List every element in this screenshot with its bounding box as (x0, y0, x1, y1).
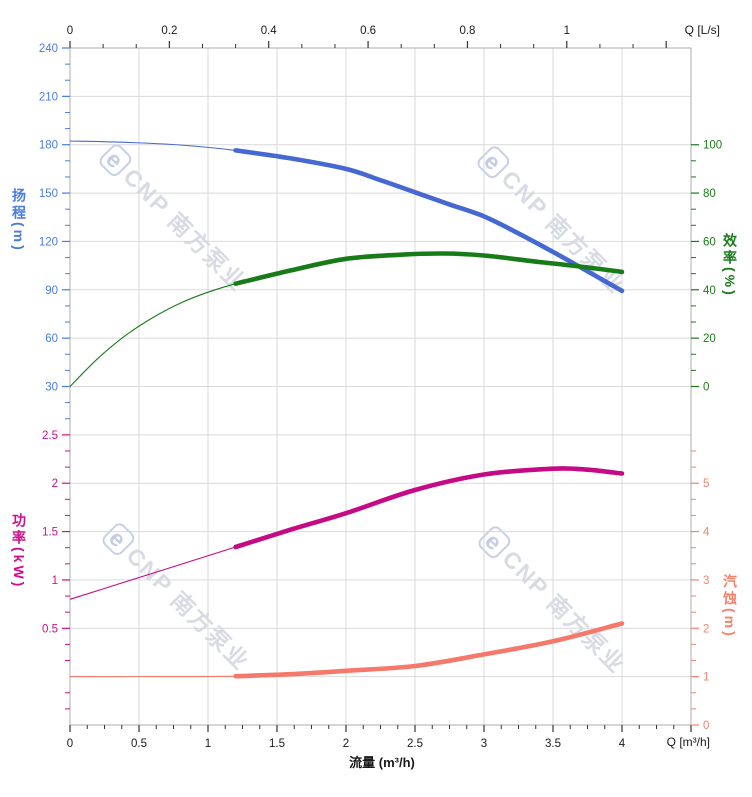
npsh-axis-label: 1 (703, 672, 709, 684)
head-axis-label: 60 (45, 333, 58, 345)
efficiency-axis-label: 80 (703, 188, 716, 200)
npsh-curve (233, 621, 625, 679)
head-axis-label: 180 (39, 140, 58, 152)
npsh-axis-label: 5 (703, 478, 709, 490)
efficiency-axis-label: 100 (703, 140, 722, 152)
npsh-axis-label: 4 (703, 527, 710, 539)
head-axis-label: 210 (39, 91, 58, 103)
top-axis-label: 0.4 (261, 25, 278, 37)
bottom-axis-label: 0 (67, 738, 73, 750)
efficiency-axis-title: 效率(%) (722, 233, 738, 298)
head-axis-title: 扬程(m) (11, 188, 27, 253)
power-axis-label: 2 (52, 478, 58, 490)
npsh-axis-title: 汽蚀(m) (722, 574, 738, 639)
power-axis-label: 1 (52, 575, 58, 587)
power-axis-title: 功率(kW) (11, 513, 27, 590)
efficiency-axis-label: 0 (703, 382, 709, 394)
head-axis-label: 120 (39, 236, 58, 248)
efficiency-axis-label: 60 (703, 236, 716, 248)
top-axis-label: 0.6 (360, 25, 376, 37)
top-axis-label: 0 (67, 25, 73, 37)
top-axis-label: 0.2 (161, 25, 177, 37)
top-axis-label: 1 (564, 25, 570, 37)
head-axis-label: 30 (45, 382, 58, 394)
top-axis-unit: Q [L/s] (684, 23, 720, 37)
npsh-axis-label: 2 (703, 623, 709, 635)
npsh-axis-label: 3 (703, 575, 709, 587)
bottom-axis-label: 1.5 (269, 738, 285, 750)
head-axis-label: 240 (39, 43, 58, 55)
bottom-axis-label: 1 (205, 738, 211, 750)
power-axis-label: 2.5 (42, 430, 58, 442)
top-axis-label: 0.8 (459, 25, 475, 37)
head-axis-label: 90 (45, 285, 58, 297)
head-curve (233, 148, 625, 294)
bottom-axis-label: 4 (619, 738, 626, 750)
power-curve (233, 466, 625, 550)
npsh-axis-label: 0 (703, 720, 709, 732)
bottom-axis-label: 3 (481, 738, 487, 750)
head-axis-label: 150 (39, 188, 58, 200)
bottom-axis-label: 0.5 (131, 738, 147, 750)
efficiency-axis-label: 40 (703, 285, 716, 297)
power-axis-label: 0.5 (42, 623, 58, 635)
bottom-axis-label: 2.5 (407, 738, 423, 750)
bottom-axis-unit: Q [m³/h] (666, 735, 710, 749)
bottom-axis-label: 3.5 (545, 738, 561, 750)
efficiency-curve (233, 251, 625, 286)
power-axis-label: 1.5 (42, 527, 58, 539)
bottom-axis-label: 2 (343, 738, 349, 750)
efficiency-axis-label: 20 (703, 333, 716, 345)
flow-axis-title: 流量 (m³/h) (349, 755, 415, 770)
